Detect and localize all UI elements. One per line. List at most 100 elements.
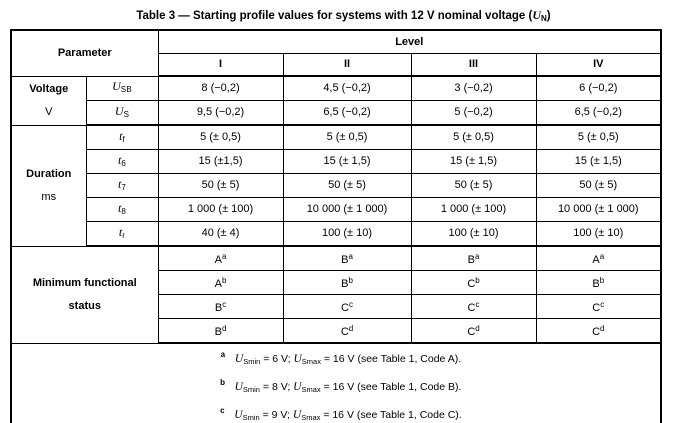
status-footnote-ref: a: [474, 252, 480, 261]
usmax-subscript: Smax: [301, 385, 321, 394]
tr-subscript: r: [122, 230, 126, 240]
value-cell: 6,5 (−0,2): [535, 100, 662, 126]
value-cell: 15 (± 1,5): [282, 149, 412, 174]
value-cell: 5 (± 0,5): [535, 124, 662, 150]
status-cell: Ba: [282, 245, 412, 271]
status-cell: Ab: [157, 270, 284, 295]
usmin-symbol: U: [234, 409, 243, 421]
status-cell: Cd: [282, 318, 412, 344]
value-cell: 3 (−0,2): [410, 75, 537, 101]
footnotes-section: a USmin = 6 V; USmax = 16 V (see Table 1,…: [10, 342, 662, 423]
footnote-b: b USmin = 8 V; USmax = 16 V (see Table 1,…: [12, 372, 660, 400]
status-value: C: [467, 326, 476, 338]
usmax-symbol: U: [292, 409, 302, 421]
status-value: B: [592, 278, 600, 290]
table-title: Table 3 — Starting profile values for sy…: [0, 5, 687, 29]
tf-symbol: t: [119, 128, 123, 143]
status-cell: Cb: [410, 270, 537, 295]
status-cell: Ba: [410, 245, 537, 271]
t7-subscript: 7: [121, 182, 126, 192]
un-symbol-subscript: N: [541, 14, 547, 23]
usmin-symbol: U: [234, 353, 244, 365]
footnote-a-text1: = 6 V;: [263, 353, 291, 365]
footnote-a-text2: = 16 V (see Table 1, Code A).: [323, 353, 462, 365]
usb-subscript: SB: [120, 85, 132, 95]
status-footnote-ref: d: [348, 324, 354, 333]
status-value: C: [341, 302, 349, 314]
status-footnote-ref: c: [600, 300, 605, 309]
status-value: A: [214, 254, 222, 266]
value-cell: 8 (−0,2): [157, 75, 284, 101]
t6-subscript: 6: [121, 158, 126, 168]
us-symbol: U: [114, 103, 124, 118]
t8-symbol: t: [118, 200, 122, 215]
value-cell: 5 (± 0,5): [282, 124, 412, 150]
status-cell: Aa: [535, 245, 662, 271]
value-cell: 100 (± 10): [410, 221, 537, 247]
usmax-symbol: U: [293, 353, 302, 365]
un-symbol: U: [532, 8, 542, 22]
tf-subscript: f: [122, 134, 125, 144]
usmax-subscript: Smax: [301, 357, 321, 366]
table-title-text: Table 3 — Starting profile values for sy…: [136, 10, 533, 22]
status-footnote-ref: d: [221, 324, 227, 333]
t6-symbol: t: [118, 152, 122, 167]
param-symbol-t6: t6: [85, 149, 159, 174]
status-label-line1: Minimum functional: [32, 276, 137, 289]
us-subscript: S: [123, 109, 130, 119]
param-symbol-us: US: [85, 100, 159, 126]
group-duration: Duration ms: [10, 124, 87, 247]
value-cell: 50 (± 5): [535, 173, 662, 198]
status-footnote-ref: b: [348, 276, 353, 285]
param-symbol-t8: t8: [85, 197, 159, 222]
status-cell: Cc: [535, 294, 662, 319]
footnote-b-text1: = 8 V;: [262, 381, 291, 393]
status-value: B: [214, 326, 222, 338]
status-cell: Cc: [282, 294, 412, 319]
status-value: C: [467, 278, 476, 290]
value-cell: 40 (± 4): [157, 221, 284, 247]
status-footnote-ref: b: [221, 276, 227, 285]
status-cell: Cc: [410, 294, 537, 319]
footnote-b-text2: = 16 V (see Table 1, Code B).: [323, 381, 462, 393]
group-voltage-label: Voltage: [29, 82, 69, 95]
status-cell: Cd: [535, 318, 662, 344]
status-cell: Bc: [157, 294, 284, 319]
starting-profile-table: Parameter Level I II III IV Voltage V US…: [10, 29, 663, 423]
value-cell: 100 (± 10): [282, 221, 412, 247]
table-title-close: ): [546, 10, 551, 22]
usmin-subscript: Smin: [242, 413, 260, 422]
footnote-c-text1: = 9 V;: [262, 409, 290, 421]
status-value: C: [592, 302, 601, 314]
header-level-ii: II: [282, 53, 412, 77]
group-voltage: Voltage V: [10, 75, 87, 126]
status-footnote-ref: c: [222, 300, 227, 309]
status-cell: Bb: [535, 270, 662, 295]
usb-symbol: U: [112, 79, 121, 94]
header-parameter: Parameter: [10, 29, 159, 77]
status-footnote-ref: c: [475, 300, 480, 309]
group-voltage-unit: V: [45, 105, 53, 118]
status-footnote-ref: b: [475, 276, 480, 285]
usmax-symbol: U: [293, 381, 302, 393]
status-footnote-ref: d: [600, 324, 605, 333]
status-cell: Bb: [282, 270, 412, 295]
group-duration-label: Duration: [26, 167, 72, 180]
status-value: C: [340, 326, 349, 338]
value-cell: 10 000 (± 1 000): [282, 197, 412, 222]
status-footnote-ref: d: [475, 324, 480, 333]
group-duration-unit: ms: [41, 190, 57, 203]
value-cell: 15 (±1,5): [157, 149, 284, 174]
status-cell: Aa: [157, 245, 284, 271]
footnote-b-marker: b: [220, 378, 226, 387]
footnote-c-text2: = 16 V (see Table 1, Code C).: [323, 409, 462, 421]
value-cell: 6 (−0,2): [535, 75, 662, 101]
footnote-c-marker: c: [220, 406, 225, 415]
param-symbol-tf: tf: [85, 124, 159, 150]
value-cell: 5 (± 0,5): [157, 124, 284, 150]
value-cell: 1 000 (± 100): [410, 197, 537, 222]
value-cell: 9,5 (−0,2): [157, 100, 284, 126]
value-cell: 10 000 (± 1 000): [535, 197, 662, 222]
status-footnote-ref: c: [348, 300, 353, 309]
